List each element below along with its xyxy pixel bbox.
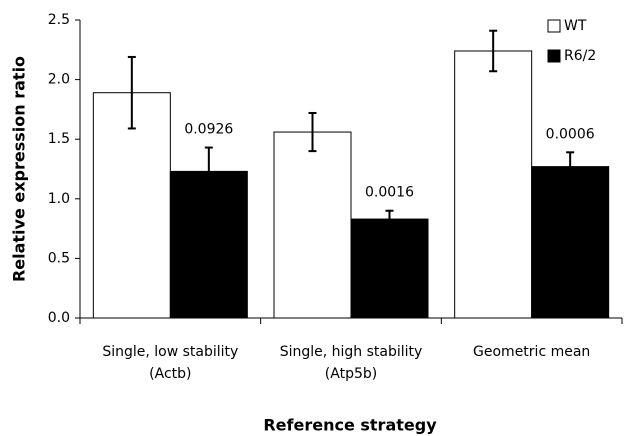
y-tick-label: 0.0 (48, 310, 70, 326)
y-axis-title: Relative expression ratio (10, 56, 29, 282)
x-tick-label: Geometric mean (473, 344, 590, 360)
error-bar (127, 55, 136, 130)
legend-swatch (547, 49, 561, 63)
bar (531, 166, 610, 319)
error-bar (489, 29, 498, 73)
x-tick-label-line: Single, high stability (280, 344, 423, 360)
p-value-label: 0.0016 (365, 185, 414, 201)
p-value-label: 0.0006 (546, 126, 595, 142)
legend-swatch (547, 19, 561, 33)
x-tick-label-line: Single, low stability (102, 344, 238, 360)
y-tick-label: 1.5 (48, 131, 70, 147)
x-tick-label-line: (Atp5b) (325, 366, 377, 382)
x-axis-title: Reference strategy (263, 416, 437, 435)
bar (350, 218, 429, 319)
x-tick-label-line: (Actb) (149, 366, 191, 382)
y-tick-label: 1.0 (48, 191, 70, 207)
x-tick-label: Single, low stability (Actb) (102, 344, 238, 382)
error-bar (308, 111, 317, 153)
error-bar (204, 146, 213, 197)
bar (273, 131, 352, 319)
error-bar (566, 151, 575, 182)
bar (454, 50, 533, 319)
legend-label: WT (564, 18, 587, 34)
y-tick-label: 2.0 (48, 72, 70, 88)
p-value-label: 0.0926 (184, 122, 233, 138)
error-bar (385, 209, 394, 229)
legend-label: R6/2 (564, 48, 596, 64)
y-tick-label: 2.5 (48, 12, 70, 28)
y-tick-label: 0.5 (48, 250, 70, 266)
x-tick-label-line: Geometric mean (473, 344, 590, 360)
x-tick-label: Single, high stability (Atp5b) (280, 344, 423, 382)
